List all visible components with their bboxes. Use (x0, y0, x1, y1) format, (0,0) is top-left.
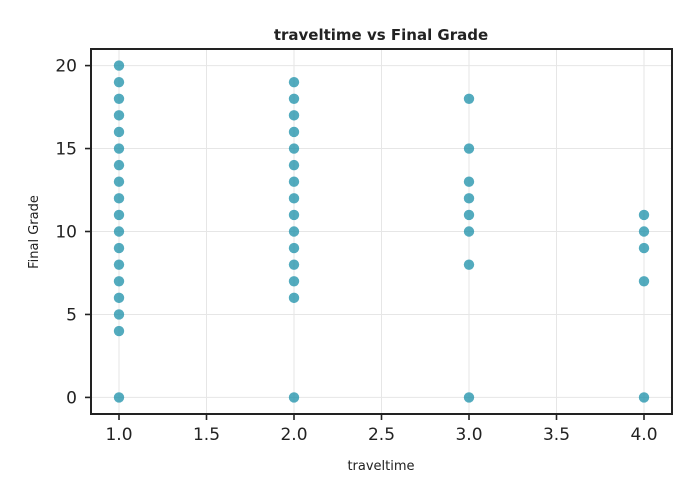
scatter-point (463, 93, 475, 104)
scatter-point (113, 325, 125, 337)
y-tick-label: 0 (66, 388, 77, 408)
scatter-point (113, 209, 125, 221)
scatter-point (113, 76, 125, 88)
x-tick-label: 1.0 (105, 425, 132, 445)
y-tick-label: 10 (55, 223, 77, 243)
scatter-point (463, 259, 475, 270)
scatter-point (463, 226, 475, 237)
y-axis-label: Final Grade (27, 195, 42, 269)
x-tick-label: 1.5 (193, 425, 220, 445)
x-tick-label: 2.0 (280, 425, 307, 445)
y-tick-label: 15 (55, 140, 77, 160)
x-tick-label: 3.0 (455, 425, 482, 445)
scatter-point (288, 126, 300, 138)
scatter-point (288, 193, 300, 204)
scatter-point (288, 143, 300, 154)
y-tick-label: 20 (55, 57, 77, 77)
ticks-layer: 1.0 1.5 2.0 2.5 3.0 3.5 4.0 0 5 10 15 20 (55, 57, 657, 445)
scatter-point (463, 392, 475, 403)
scatter-point (288, 242, 300, 254)
scatter-point (113, 276, 125, 287)
scatter-point (463, 193, 475, 204)
grid-layer (91, 49, 672, 414)
scatter-point (113, 176, 125, 187)
scatter-point (463, 209, 475, 221)
scatter-point (113, 392, 125, 403)
scatter-point (113, 60, 125, 71)
scatter-point (113, 309, 125, 320)
scatter-point (463, 176, 475, 187)
scatter-point (113, 193, 125, 204)
points-layer (113, 60, 650, 403)
scatter-point (113, 93, 125, 104)
x-axis-label: traveltime (347, 459, 414, 474)
scatter-point (113, 226, 125, 237)
scatter-point (288, 392, 300, 403)
scatter-point (288, 209, 300, 221)
x-tick-label: 4.0 (630, 425, 657, 445)
scatter-point (288, 76, 300, 88)
scatter-point (288, 276, 300, 287)
scatter-point (113, 126, 125, 138)
scatter-point (288, 159, 300, 171)
scatter-point (288, 226, 300, 237)
scatter-point (638, 242, 650, 254)
scatter-point (463, 143, 475, 154)
scatter-point (288, 292, 300, 304)
scatter-point (113, 259, 125, 270)
scatter-point (113, 242, 125, 254)
scatter-point (113, 143, 125, 154)
scatter-point (638, 209, 650, 221)
scatter-point (113, 110, 125, 121)
scatter-point (638, 276, 650, 287)
scatter-point (288, 259, 300, 270)
scatter-point (113, 292, 125, 304)
chart-title: traveltime vs Final Grade (274, 26, 488, 44)
scatter-point (638, 392, 650, 403)
x-tick-label: 2.5 (368, 425, 395, 445)
scatter-point (113, 159, 125, 171)
scatter-point (288, 110, 300, 121)
scatter-point (288, 176, 300, 187)
y-tick-label: 5 (66, 305, 77, 325)
x-tick-label: 3.5 (543, 425, 570, 445)
scatter-point (288, 93, 300, 104)
scatter-point (638, 226, 650, 237)
